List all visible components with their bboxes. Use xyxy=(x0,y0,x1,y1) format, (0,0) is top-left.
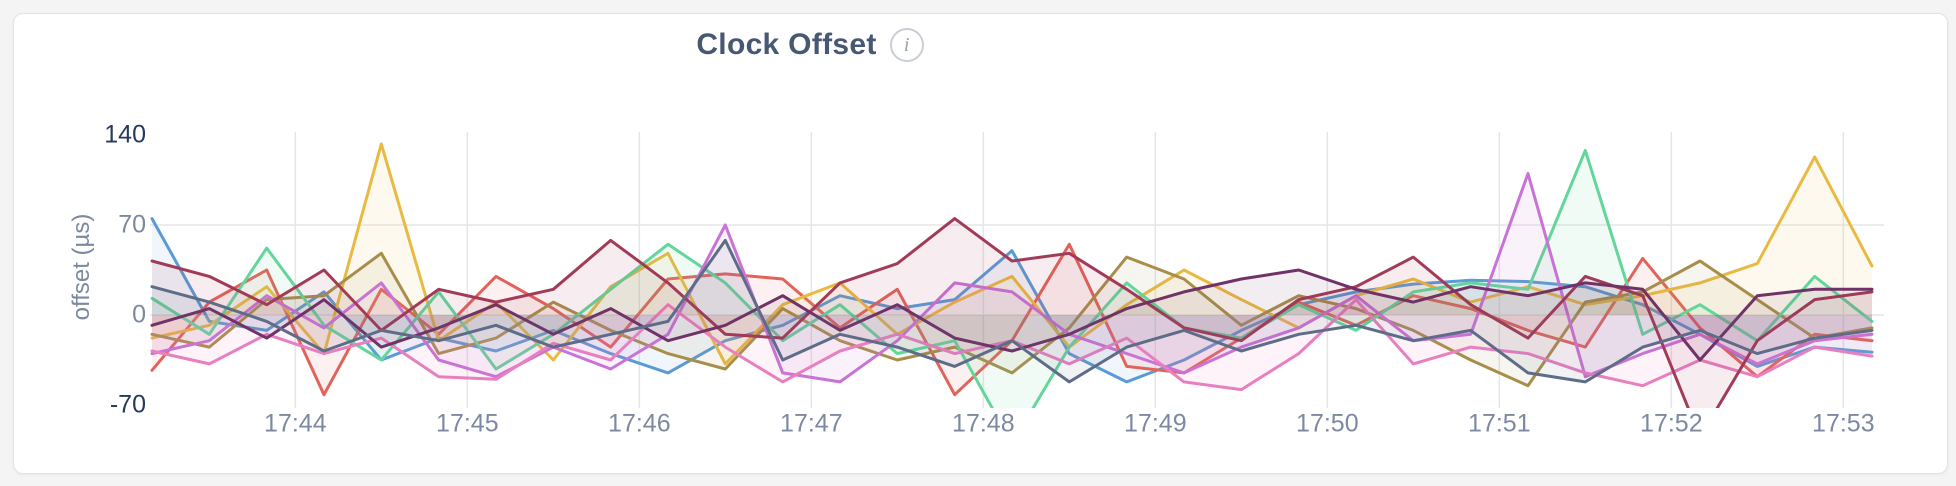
chart-title: Clock Offset xyxy=(696,28,877,61)
series-6-line xyxy=(150,172,1874,384)
series-5-area xyxy=(152,150,1872,408)
series-2-area xyxy=(152,244,1872,395)
chart-header: Clock Offset i xyxy=(0,28,1620,62)
series-6-area xyxy=(152,173,1872,382)
series-3-area xyxy=(152,144,1872,364)
series-5-line xyxy=(150,148,1874,408)
plot-area xyxy=(150,142,1874,408)
chart-hover-area[interactable] xyxy=(150,132,1884,408)
series-9-line xyxy=(150,268,1874,362)
series-8-line xyxy=(150,217,1874,408)
info-icon[interactable]: i xyxy=(889,28,924,62)
chart-card xyxy=(13,13,1948,474)
series-4-line xyxy=(150,251,1874,388)
series-4-area xyxy=(152,253,1872,386)
series-9-area xyxy=(152,270,1872,360)
series-10-line xyxy=(150,238,1874,384)
